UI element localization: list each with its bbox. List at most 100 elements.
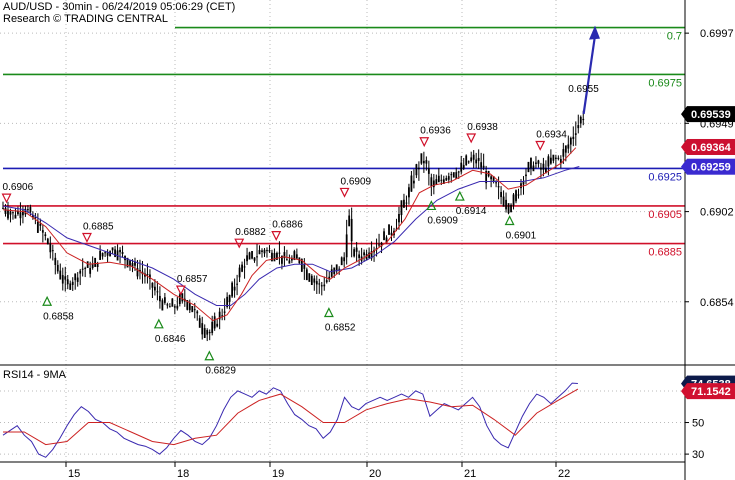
candle-body xyxy=(552,154,555,161)
candle-body xyxy=(515,190,517,202)
candle-body xyxy=(530,157,532,169)
x-tick-label: 21 xyxy=(464,468,476,480)
rsi-tick-label: 30 xyxy=(692,449,704,461)
swing-low-label: 0.6852 xyxy=(325,323,356,334)
candle-body xyxy=(263,249,266,254)
swing-low-label: 0.6829 xyxy=(205,366,236,377)
swing-high-label: 0.6886 xyxy=(272,220,303,231)
candle-body xyxy=(442,179,445,184)
candle-body xyxy=(537,160,540,164)
candle-body xyxy=(61,275,64,284)
candle-body xyxy=(84,267,87,269)
candle-body xyxy=(343,257,346,262)
candle-body xyxy=(535,162,537,164)
candle-body xyxy=(286,259,288,261)
candle-body xyxy=(246,255,248,262)
candle-body xyxy=(163,297,166,303)
candle-body xyxy=(353,249,356,257)
x-tick-label: 22 xyxy=(558,468,570,480)
swing-low-label: 0.6914 xyxy=(456,206,487,217)
candle-body xyxy=(325,280,328,283)
candle-body xyxy=(350,218,353,242)
swing-high-marker xyxy=(271,231,282,241)
candle-body xyxy=(557,157,560,160)
candle-body xyxy=(109,251,111,257)
candle-body xyxy=(161,300,164,311)
projection-arrow-shaft xyxy=(582,35,597,115)
candle-body xyxy=(273,252,276,262)
candle-body xyxy=(101,253,104,257)
chart-title: AUD/USD - 30min - 06/24/2019 05:06:29 (C… xyxy=(3,1,236,13)
candle-body xyxy=(440,179,443,181)
level-label: 0.6905 xyxy=(648,209,682,221)
candle-body xyxy=(564,145,567,153)
candle-body xyxy=(485,171,488,184)
candle-body xyxy=(233,286,236,291)
y-tick-label: 0.6997 xyxy=(700,28,734,40)
candle-body xyxy=(4,207,7,214)
candle-body xyxy=(243,266,246,268)
candle-body xyxy=(378,244,380,246)
candle-body xyxy=(24,208,27,215)
candle-body xyxy=(380,242,383,247)
candle-body xyxy=(12,212,14,214)
candle-body xyxy=(59,270,62,280)
x-tick-label: 20 xyxy=(369,468,381,480)
candle-body xyxy=(121,252,124,254)
candle-body xyxy=(213,316,216,329)
rsi-ma-tag: 71.1542 xyxy=(691,386,731,398)
candle-body xyxy=(181,293,184,302)
ma-slow-tag-bg xyxy=(687,158,735,175)
candle-body xyxy=(328,276,331,280)
candle-body xyxy=(462,165,465,169)
candle-body xyxy=(151,282,154,288)
candle-body xyxy=(330,269,333,277)
candle-body xyxy=(435,179,438,185)
candle-body xyxy=(465,155,468,166)
candle-body xyxy=(425,160,428,164)
candle-body xyxy=(238,267,241,278)
ma-slow-tag-pointer xyxy=(681,158,687,175)
candle-body xyxy=(139,269,141,272)
price-series xyxy=(2,110,585,342)
candle-body xyxy=(582,118,585,121)
candle-body xyxy=(355,247,358,252)
swing-high-label: 0.6885 xyxy=(83,222,114,233)
candle-body xyxy=(226,296,229,308)
candle-body xyxy=(91,264,94,268)
candle-body xyxy=(176,305,179,309)
candle-body xyxy=(206,330,209,335)
swing-low-marker xyxy=(426,200,437,211)
candle-body xyxy=(505,199,507,210)
candle-body xyxy=(427,168,430,174)
candle-body xyxy=(310,275,313,286)
candle-body xyxy=(208,332,211,334)
candle-body xyxy=(129,260,131,267)
candle-body xyxy=(572,136,575,140)
candle-body xyxy=(218,311,221,320)
candle-body xyxy=(472,154,475,160)
candle-body xyxy=(455,172,458,180)
swing-low-label: 0.6901 xyxy=(506,230,537,241)
ma-slow-line xyxy=(2,166,580,306)
candle-body xyxy=(196,311,199,314)
candle-body xyxy=(253,257,256,261)
candle-body xyxy=(432,180,435,188)
candle-body xyxy=(186,300,189,310)
candle-body xyxy=(405,202,408,204)
candle-body xyxy=(388,224,390,235)
y-tick-label: 0.6854 xyxy=(700,297,734,309)
candle-body xyxy=(413,180,415,184)
candle-body xyxy=(527,161,530,173)
x-axis: 15 18 19 20 21 22 xyxy=(65,462,570,480)
candle-body xyxy=(198,318,201,328)
swing-high-marker xyxy=(1,193,12,204)
candle-body xyxy=(216,323,219,327)
candle-body xyxy=(290,257,293,261)
candle-body xyxy=(507,203,510,214)
annotations: 0.6906 0.6885 0.6858 0.6857 0.6846 0.6829 0.68… xyxy=(1,25,600,377)
candle-body xyxy=(231,282,234,297)
swing-high-label: 0.6882 xyxy=(235,227,266,238)
